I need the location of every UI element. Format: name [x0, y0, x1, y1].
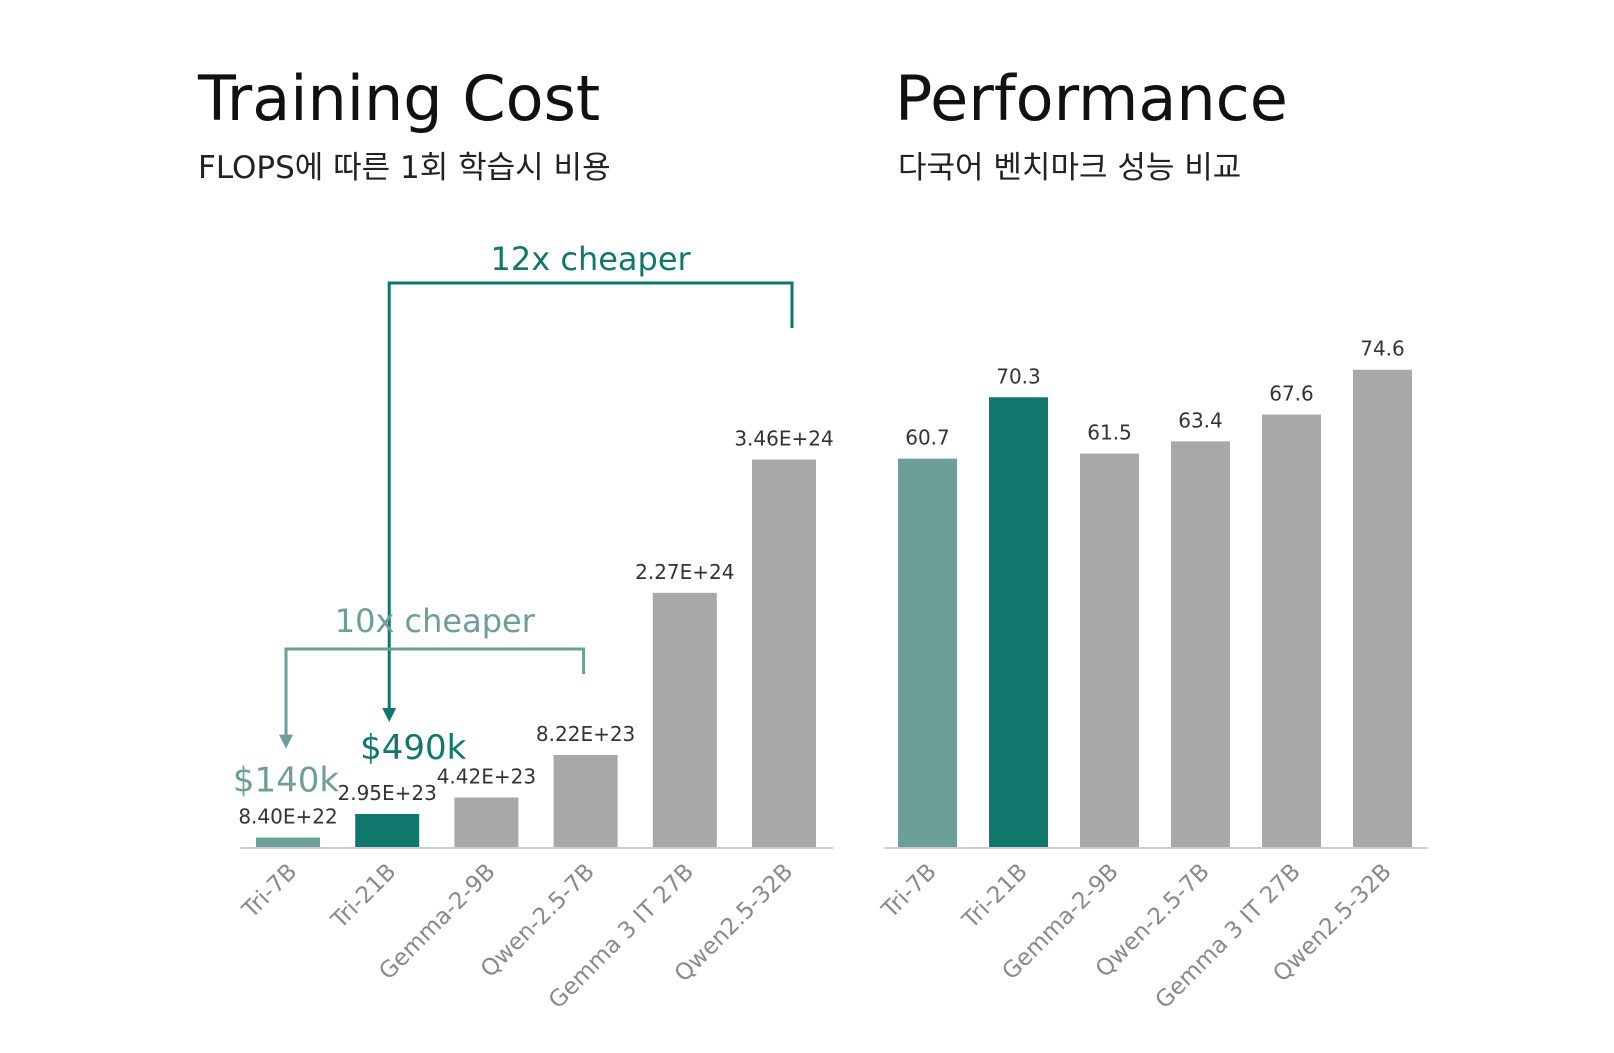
cost-value-label-qwen2-5-32b: 3.46E+24 — [734, 427, 833, 451]
cost-bar-tri-7b — [256, 837, 320, 847]
bracket-line-10x-cheaper — [284, 647, 586, 737]
perf-tick-label-tri-7b: Tri-7B — [877, 859, 942, 924]
cost-label-tri-21b: $490k — [360, 728, 467, 768]
bracket-line-12x-cheaper — [387, 281, 794, 710]
bracket-label-10x-cheaper: 10x cheaper — [335, 602, 536, 640]
training-cost-subtitle: FLOPS에 따른 1회 학습시 비용 — [198, 150, 611, 186]
perf-tick-label-tri-21b: Tri-21B — [957, 859, 1033, 935]
bracket-arrowhead-10x-cheaper — [279, 734, 293, 749]
perf-bar-qwen-2-5-7b — [1171, 441, 1230, 847]
perf-value-label-qwen-2-5-7b: 63.4 — [1178, 408, 1223, 432]
perf-value-label-gemma-2-9b: 61.5 — [1087, 421, 1132, 445]
cost-tick-label-tri-21b: Tri-21B — [326, 859, 402, 935]
performance-subtitle: 다국어 벤치마크 성능 비교 — [898, 150, 1241, 186]
perf-value-label-tri-21b: 70.3 — [996, 364, 1041, 388]
cost-value-label-gemma-2-9b: 4.42E+23 — [437, 765, 536, 789]
cost-tick-labels: Tri-7B Tri-21BGemma-2-9BQwen-2.5-7BGemma … — [237, 859, 798, 1014]
perf-value-label-qwen2-5-32b: 74.6 — [1360, 337, 1405, 361]
cost-value-label-tri-21b: 2.95E+23 — [338, 781, 437, 805]
cost-bar-gemma-2-9b — [454, 797, 519, 847]
cost-value-label-qwen-2-5-7b: 8.22E+23 — [536, 722, 635, 746]
cost-bar-qwen2-5-32b — [752, 459, 816, 847]
cost-bar-qwen-2-5-7b — [553, 754, 618, 847]
cost-value-label-gemma-3-it-27b: 2.27E+24 — [635, 560, 734, 584]
training-cost-title: Training Cost — [197, 62, 600, 135]
performance-panel: Performance 다국어 벤치마크 성능 비교 60.770.361.56… — [877, 62, 1428, 1014]
performance-title: Performance — [895, 62, 1288, 135]
perf-bar-tri-21b — [989, 397, 1048, 847]
bracket-10x-cheaper: 10x cheaper — [279, 602, 586, 749]
performance-tick-labels: Tri-7B Tri-21BGemma-2-9BQwen-2.5-7BGemma … — [877, 859, 1397, 1014]
perf-value-label-tri-7b: 60.7 — [905, 426, 950, 450]
perf-bar-gemma-2-9b — [1080, 453, 1139, 847]
cost-bar-tri-21b — [355, 813, 420, 847]
bracket-12x-cheaper: 12x cheaper — [382, 240, 794, 722]
cost-annotations: $140k $490k 12x cheaper 10x cheaper — [233, 240, 794, 801]
cost-bars: 8.40E+222.95E+234.42E+238.22E+23 2.27E+24… — [238, 427, 834, 847]
bracket-label-12x-cheaper: 12x cheaper — [491, 240, 692, 278]
perf-bar-qwen2-5-32b — [1353, 369, 1412, 847]
cost-label-tri-7b: $140k — [233, 761, 340, 801]
cost-bar-gemma-3-it-27b — [652, 592, 717, 847]
training-cost-panel: Training Cost FLOPS에 따른 1회 학습시 비용 $140k$… — [197, 62, 834, 1014]
cost-value-label-tri-7b: 8.40E+22 — [238, 805, 337, 829]
cost-tick-label-tri-7b: Tri-7B — [237, 859, 302, 924]
perf-bar-tri-7b — [898, 458, 957, 847]
perf-bar-gemma-3-it-27b — [1262, 414, 1321, 847]
performance-bars: 60.7 70.3 61.5 63.4 67.6 74.6 — [898, 337, 1412, 847]
bracket-arrowhead-12x-cheaper — [382, 707, 397, 722]
perf-value-label-gemma-3-it-27b: 67.6 — [1269, 382, 1314, 406]
